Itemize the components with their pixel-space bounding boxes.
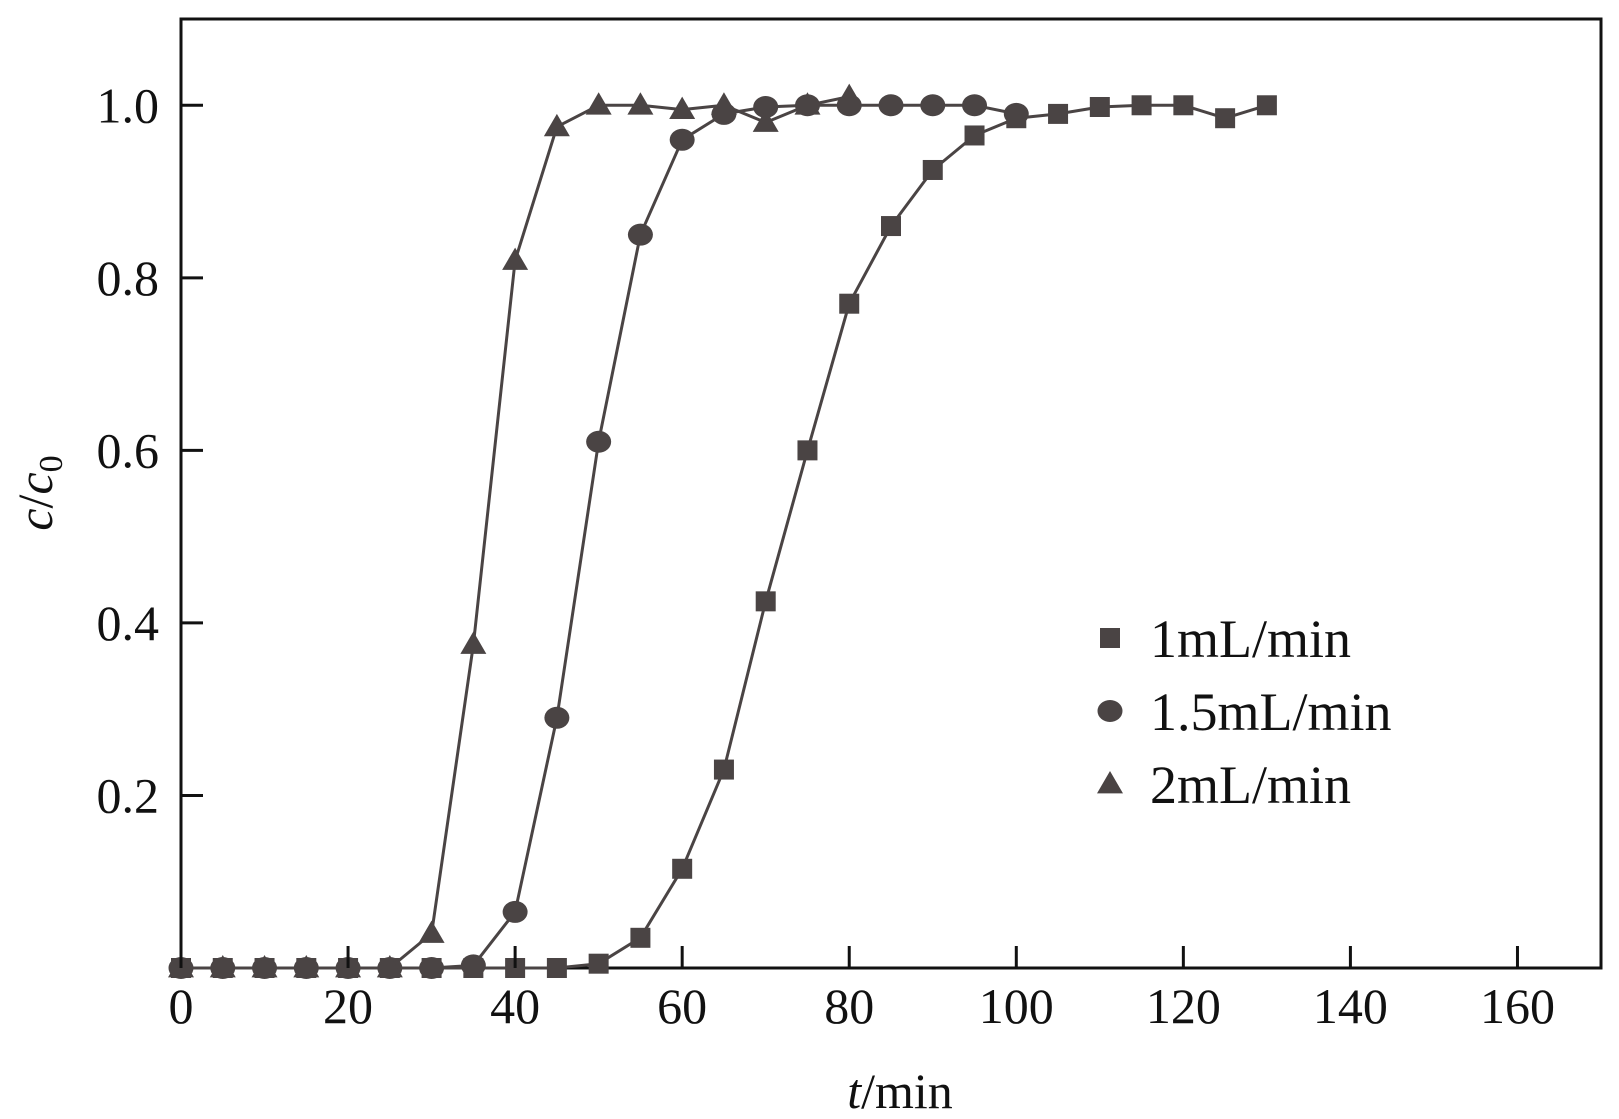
- data-point-triangle: [669, 96, 696, 119]
- data-point-square: [630, 927, 651, 948]
- data-point-triangle: [794, 92, 821, 115]
- legend-label: 1mL/min: [1150, 609, 1351, 669]
- legend-marker-circle: [1097, 700, 1123, 722]
- data-point-triangle: [209, 955, 236, 978]
- y-tick-label: 1.0: [97, 77, 160, 133]
- x-tick-label: 0: [169, 978, 194, 1034]
- x-tick-label: 140: [1313, 978, 1388, 1034]
- data-point-circle: [1003, 102, 1029, 125]
- y-tick-label: 0.4: [97, 595, 160, 651]
- data-point-circle: [460, 954, 486, 977]
- data-point-circle: [502, 900, 528, 923]
- data-point-triangle: [710, 92, 737, 115]
- data-point-circle: [586, 430, 612, 453]
- data-point-square: [1215, 108, 1236, 129]
- y-tick-label: 0.8: [97, 250, 160, 306]
- series-line-square: [181, 103, 1268, 970]
- data-point-square: [546, 958, 567, 978]
- data-point-triangle: [836, 83, 863, 107]
- data-point-triangle: [543, 113, 570, 137]
- y-axis-title: c/c0: [7, 455, 70, 530]
- x-tick-label: 80: [824, 978, 874, 1034]
- data-point-square: [713, 759, 734, 780]
- legend-label: 2mL/min: [1150, 755, 1351, 815]
- data-point-square: [672, 858, 693, 879]
- data-point-square: [1089, 96, 1110, 117]
- legend-marker-triangle: [1097, 771, 1123, 794]
- data-point-square: [881, 216, 901, 237]
- data-point-circle: [419, 957, 445, 979]
- x-tick-label: 40: [490, 978, 540, 1034]
- x-tick-label: 20: [323, 978, 373, 1034]
- data-point-triangle: [585, 92, 612, 115]
- series-line-triangle: [181, 95, 850, 970]
- data-point-triangle: [251, 955, 278, 978]
- data-point-circle: [627, 223, 653, 246]
- data-point-circle: [669, 128, 695, 151]
- data-point-square: [755, 591, 776, 612]
- data-point-triangle: [502, 247, 529, 270]
- data-point-square: [1131, 95, 1152, 116]
- data-point-circle: [920, 94, 946, 117]
- data-point-triangle: [752, 109, 779, 132]
- plot-frame: [179, 17, 1603, 970]
- data-point-triangle: [418, 920, 445, 943]
- data-point-circle: [878, 94, 904, 117]
- legend-label: 1.5mL/min: [1150, 682, 1392, 742]
- data-point-square: [1048, 103, 1069, 124]
- data-point-square: [964, 125, 985, 146]
- y-tick-label: 0.2: [97, 767, 160, 823]
- data-point-circle: [753, 95, 779, 118]
- data-point-triangle: [376, 955, 403, 978]
- data-point-circle: [544, 706, 570, 729]
- data-point-square: [1256, 95, 1277, 116]
- x-tick-label: 160: [1480, 978, 1555, 1034]
- x-tick-label: 60: [657, 978, 707, 1034]
- data-point-square: [1173, 95, 1194, 116]
- data-point-triangle: [293, 955, 320, 978]
- x-axis-title: t/min: [847, 1063, 953, 1114]
- data-point-circle: [962, 94, 988, 117]
- data-point-square: [839, 293, 860, 314]
- legend-marker-square: [1100, 628, 1120, 648]
- data-point-square: [797, 440, 818, 461]
- axis-ticks: 0 20 40 60 80 100 120 140 160 0.2 0.4 0.6 0.8 1.0: [97, 77, 1555, 1034]
- series-lines: [181, 95, 1268, 970]
- data-point-triangle: [627, 92, 654, 115]
- data-point-square: [588, 953, 609, 974]
- x-tick-label: 120: [1146, 978, 1221, 1034]
- data-point-triangle: [460, 631, 487, 654]
- data-point-square: [922, 159, 943, 180]
- x-tick-label: 100: [979, 978, 1054, 1034]
- y-tick-label: 0.6: [97, 422, 160, 478]
- legend: 1mL/min 1.5mL/min 2mL/min: [1097, 609, 1392, 815]
- series-markers: [168, 83, 1277, 979]
